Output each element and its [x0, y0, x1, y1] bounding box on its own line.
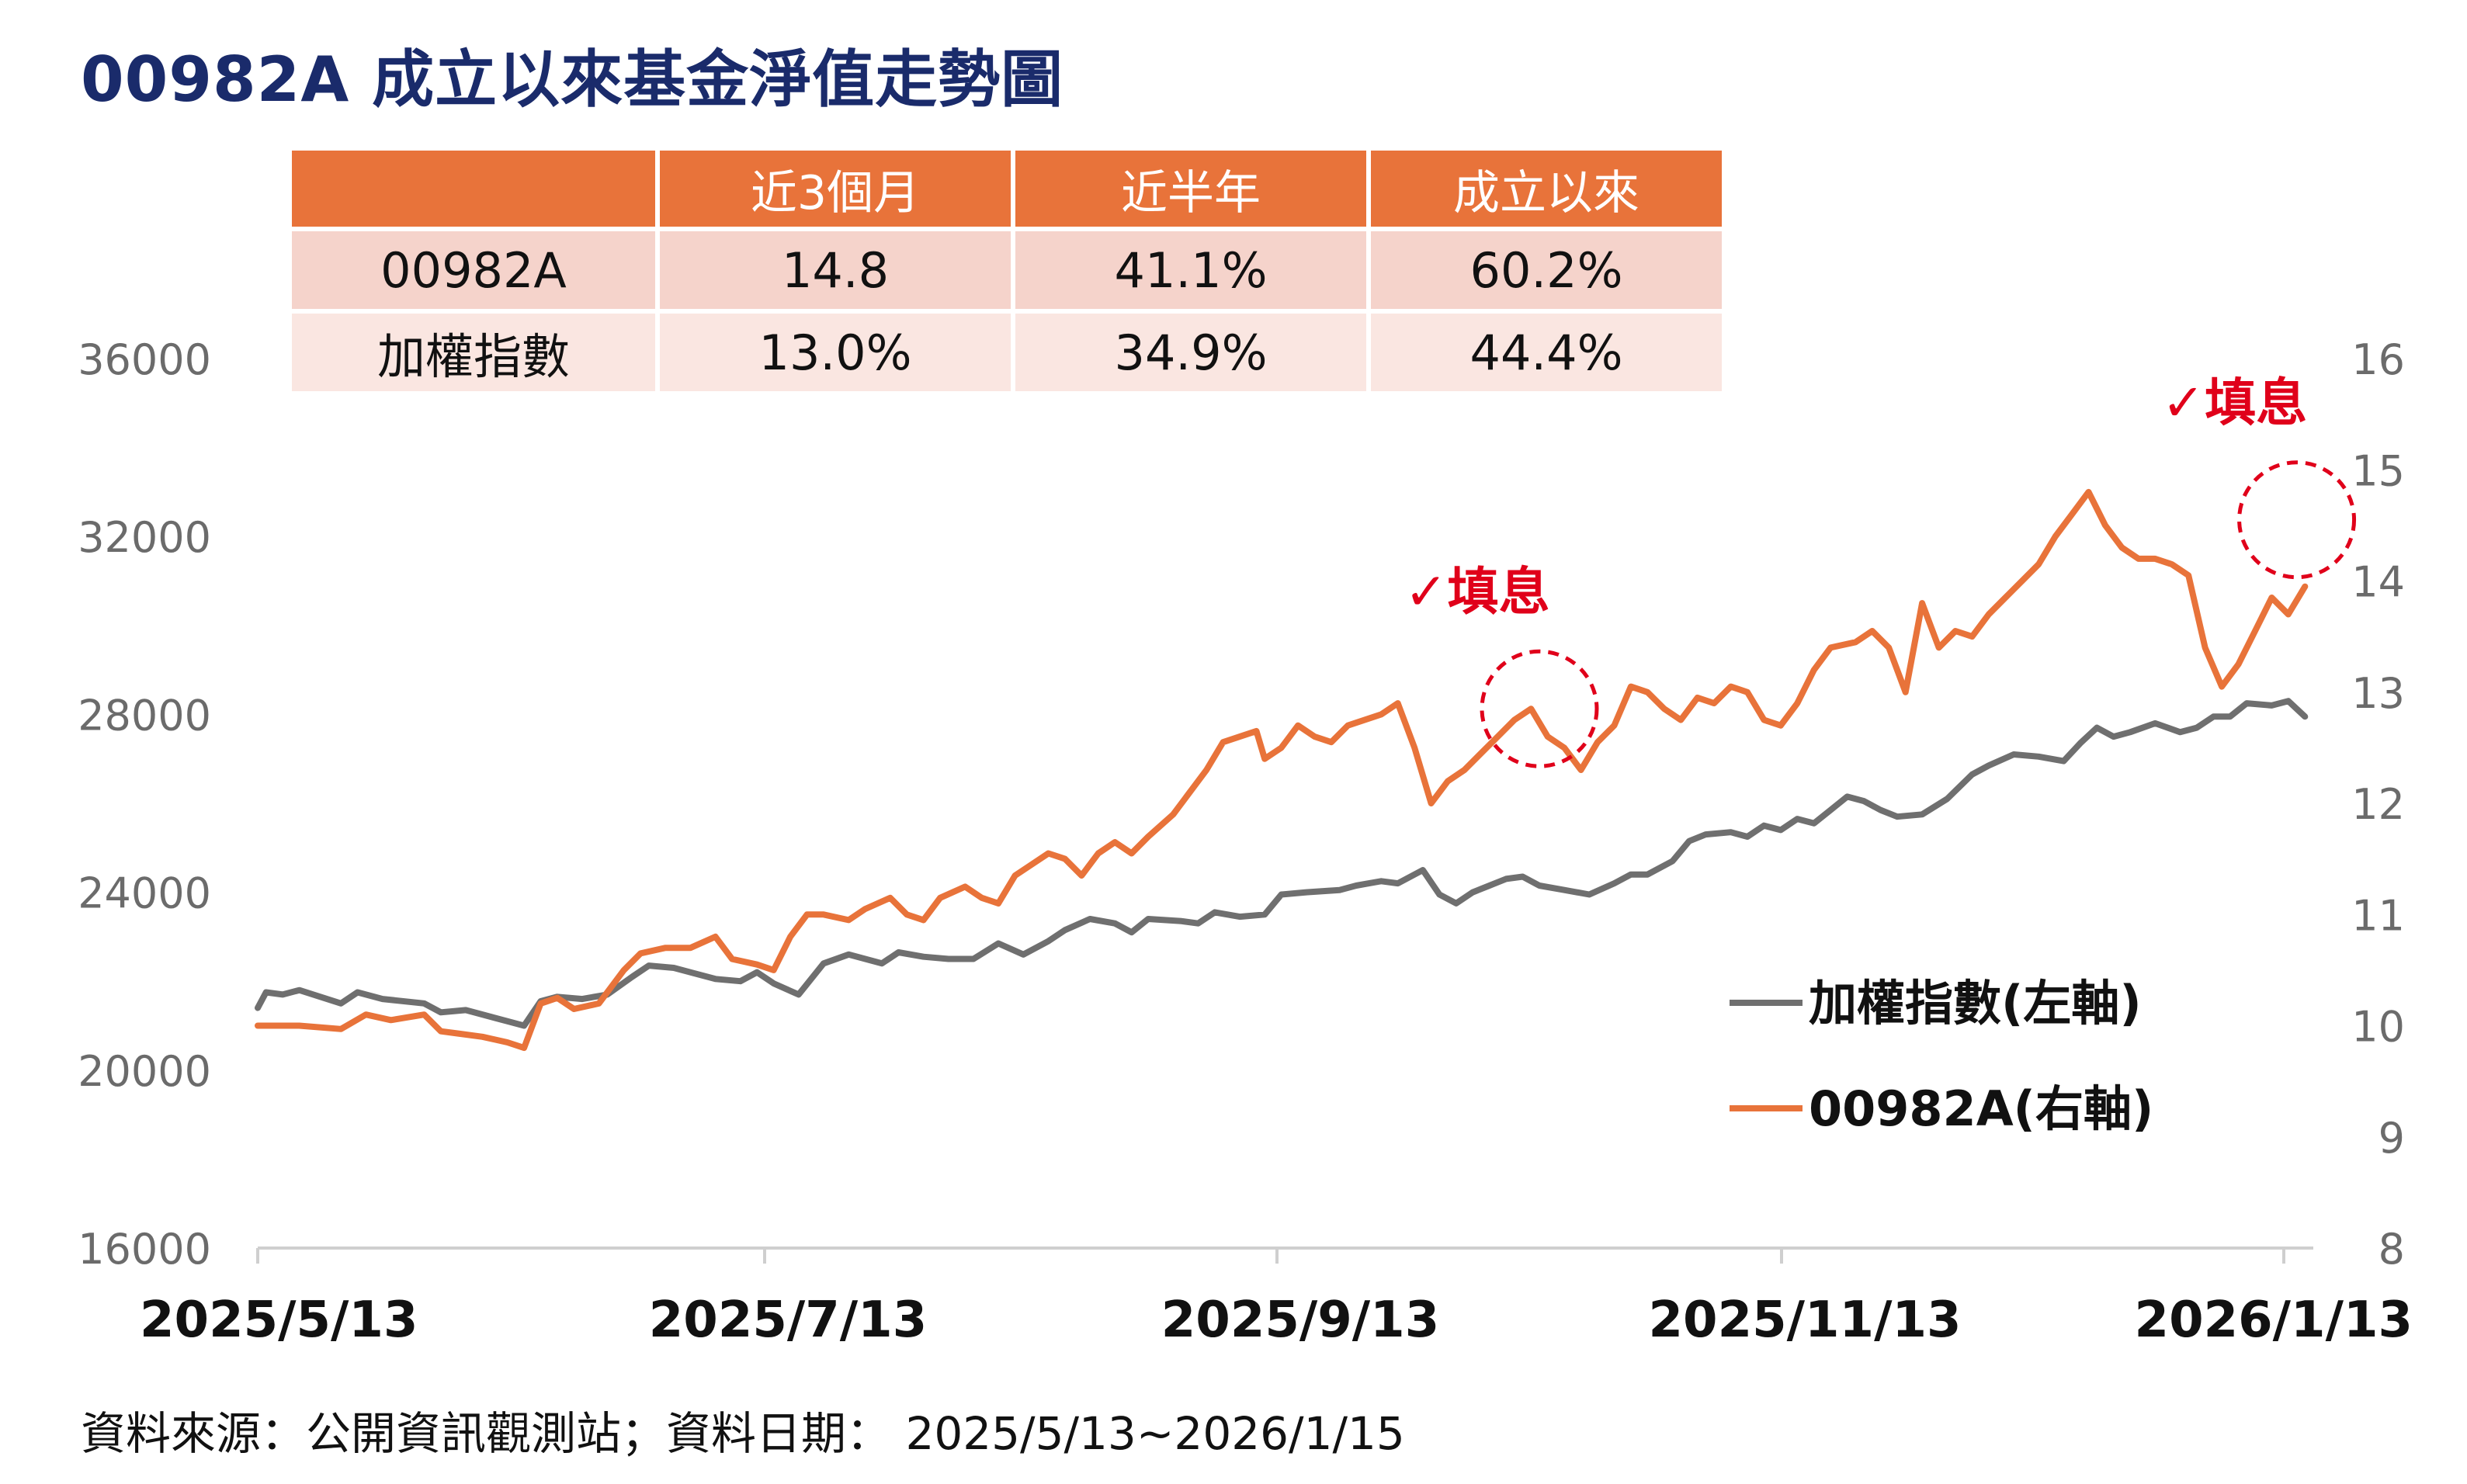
x-tick-label: 2025/9/13: [1161, 1292, 1439, 1349]
table-row: 00982A 14.8 41.1% 60.2%: [292, 231, 1722, 309]
right-y-tick-label: 9: [2379, 1114, 2405, 1163]
right-y-tick-label: 8: [2379, 1225, 2405, 1274]
x-tick-label: 2026/1/13: [2135, 1292, 2413, 1349]
right-y-tick-label: 11: [2351, 891, 2405, 940]
fill-dividend-label: ✓填息: [1404, 562, 1549, 622]
fill-dividend-label: ✓填息: [2162, 373, 2307, 433]
page-title: 00982A 成立以來基金淨值走勢圖: [81, 43, 1064, 116]
x-tick-label: 2025/7/13: [649, 1292, 927, 1349]
table-header-3m: 近3個月: [660, 151, 1011, 227]
chart-legend: 加權指數(左軸) 00982A(右軸): [1730, 975, 2153, 1137]
x-tick-label: 2025/11/13: [1649, 1292, 1962, 1349]
legend-label-00982a: 00982A(右軸): [1809, 1080, 2153, 1137]
chart-lines: [255, 488, 2309, 1052]
right-y-tick-label: 15: [2351, 446, 2405, 495]
left-y-tick-label: 36000: [78, 335, 211, 384]
right-y-tick-label: 10: [2351, 1003, 2405, 1052]
table-header-blank: [292, 151, 655, 227]
left-y-tick-label: 28000: [78, 691, 211, 740]
row-3m: 14.8: [660, 231, 1011, 309]
row-6m: 34.9%: [1015, 314, 1366, 391]
x-tick-label: 2025/5/13: [140, 1292, 418, 1349]
row-since: 44.4%: [1371, 314, 1722, 391]
chart-axes: 2025/5/13 2025/7/13 2025/9/13 2025/11/13 202…: [78, 335, 2413, 1349]
performance-table: 近3個月 近半年 成立以來 00982A 14.8 41.1% 60.2% 加權…: [287, 146, 1726, 396]
row-name: 00982A: [292, 231, 655, 309]
row-name: 加權指數: [292, 314, 655, 391]
table-header-since: 成立以來: [1371, 151, 1722, 227]
right-y-tick-label: 16: [2351, 335, 2405, 384]
right-y-tick-label: 14: [2351, 558, 2405, 607]
table-row: 加權指數 13.0% 34.9% 44.4%: [292, 314, 1722, 391]
table-header-row: 近3個月 近半年 成立以來: [292, 151, 1722, 227]
fill-dividend-circle: [1480, 649, 1599, 768]
legend-label-taiex: 加權指數(左軸): [1809, 975, 2142, 1032]
row-since: 60.2%: [1371, 231, 1722, 309]
taiex-series-line: [255, 698, 2309, 1029]
left-y-tick-label: 32000: [78, 513, 211, 562]
fund-00982a-series-line: [255, 488, 2309, 1052]
left-y-tick-label: 16000: [78, 1225, 211, 1274]
left-y-tick-label: 24000: [78, 869, 211, 918]
row-3m: 13.0%: [660, 314, 1011, 391]
left-y-tick-label: 20000: [78, 1047, 211, 1096]
fill-dividend-circle: [2237, 460, 2357, 580]
table-header-6m: 近半年: [1015, 151, 1366, 227]
row-6m: 41.1%: [1015, 231, 1366, 309]
source-note: 資料來源：公開資訊觀測站；資料日期： 2025/5/13~2026/1/15: [81, 1407, 1405, 1460]
right-y-tick-label: 13: [2351, 669, 2405, 718]
right-y-tick-label: 12: [2351, 780, 2405, 829]
chart-annotations: ✓填息 ✓填息: [1404, 373, 2357, 768]
